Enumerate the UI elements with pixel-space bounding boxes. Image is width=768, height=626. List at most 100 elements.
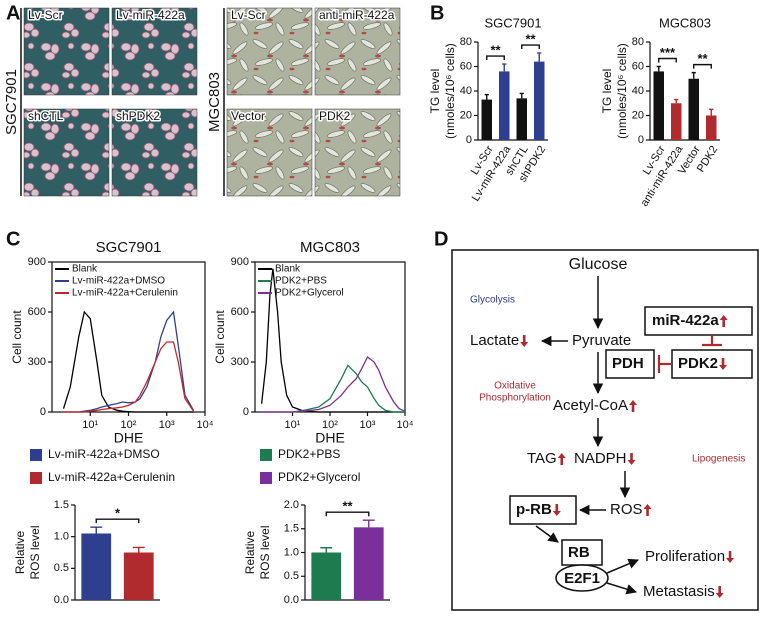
y-axis-label: TG level <box>600 69 614 114</box>
y-tick-label: 40 <box>632 85 644 97</box>
down-arrow-icon <box>552 504 561 516</box>
error-bar <box>90 526 103 534</box>
node-box <box>509 495 577 525</box>
error-bar <box>320 547 333 553</box>
bar <box>499 71 510 140</box>
arrow <box>535 525 559 543</box>
y-axis-label: Relative <box>13 531 27 575</box>
y-tick-label: 900 <box>231 256 249 268</box>
y-tick-label: 0 <box>466 134 472 146</box>
y-axis-label: Relative <box>243 531 257 575</box>
y-tick-label: 20 <box>460 109 472 121</box>
micrograph <box>23 108 110 197</box>
node-label: p-RB <box>516 501 552 518</box>
diagram-frame <box>451 249 759 611</box>
y-tick-label: 600 <box>28 306 46 318</box>
significance-bracket <box>486 55 505 61</box>
chart-title: MGC803 <box>300 239 360 256</box>
pathway-diagram: Glucose Glycolysis Lactate Pyruvate miR-422a… <box>451 249 759 611</box>
bar <box>353 527 384 600</box>
node-box <box>605 349 655 379</box>
y-axis-label: Cell count <box>10 310 24 364</box>
y-tick-label: 1.5 <box>284 523 299 535</box>
x-axis-label: DHE <box>114 430 144 446</box>
y-tick-label: 300 <box>231 356 249 368</box>
error-bar <box>132 546 145 553</box>
panel-letter: A <box>6 2 20 24</box>
y-tick-label: 80 <box>632 36 644 48</box>
bar <box>311 552 342 600</box>
micrograph <box>111 108 198 197</box>
y-tick-label: 0 <box>40 406 46 418</box>
up-arrow-icon <box>557 453 566 465</box>
y-tick-label: 0 <box>638 134 644 146</box>
micrograph-label: PDK2 <box>319 109 351 123</box>
up-arrow-icon <box>719 315 728 327</box>
y-tick-label: 900 <box>28 256 46 268</box>
legend-label: Lv-miR-422a+DMSO <box>72 276 165 287</box>
error-bar <box>656 65 661 72</box>
chart-title: SGC7901 <box>484 15 541 30</box>
node-label: TAG <box>527 450 557 467</box>
significance-bracket <box>693 63 712 69</box>
bar <box>534 61 545 140</box>
bar <box>653 71 664 140</box>
error-bar <box>537 52 542 62</box>
node-label: Proliferation <box>645 548 725 565</box>
y-tick-label: 0.5 <box>284 570 299 582</box>
histogram-line <box>260 268 405 413</box>
significance-bracket <box>325 511 370 517</box>
bar <box>688 78 699 140</box>
y-tick-label: 0.5 <box>54 562 69 574</box>
legend-label: Lv-miR-422a+Cerulenin <box>72 288 178 299</box>
bar <box>481 99 492 140</box>
micrograph <box>226 108 313 197</box>
y-tick-label: 300 <box>28 356 46 368</box>
significance-label: ** <box>525 31 536 46</box>
y-tick-label: 1.0 <box>54 531 69 543</box>
micrograph-label: shPDK2 <box>116 109 160 123</box>
micrograph <box>226 7 313 96</box>
node-label: Oxidative <box>494 381 536 392</box>
micrograph <box>314 108 401 197</box>
y-tick-label: 600 <box>231 306 249 318</box>
bar <box>671 103 682 140</box>
legend-label: Blank <box>275 264 301 275</box>
x-tick-label: 10⁴ <box>197 419 214 431</box>
micrograph <box>23 7 110 96</box>
micrograph <box>111 7 198 96</box>
node-label: Metastasis <box>643 583 715 600</box>
node-label: PDH <box>612 355 644 372</box>
significance-bracket <box>521 44 540 50</box>
y-tick-label: 80 <box>460 36 472 48</box>
y-axis-label: (nmoles/10⁶ cells) <box>615 43 629 139</box>
node-label: Glucose <box>569 256 628 273</box>
error-bar <box>484 93 489 100</box>
legend-swatch <box>30 472 42 484</box>
micrograph-label: Vector <box>231 109 265 123</box>
legend-swatch <box>30 449 42 461</box>
histogram-line <box>261 356 406 413</box>
significance-label: * <box>115 506 121 521</box>
node-label: NADPH <box>574 450 627 467</box>
significance-label: ** <box>342 499 353 514</box>
up-arrow-icon <box>643 504 652 516</box>
legend-label: PDK2+Glycerol <box>275 288 344 299</box>
cell-line-label: MGC803 <box>206 72 223 132</box>
micrograph-label: Lv-Scr <box>231 8 266 22</box>
x-tick-label: 10¹ <box>285 419 301 431</box>
node-label: Phosphorylation <box>479 393 551 404</box>
y-tick-label: 60 <box>632 60 644 72</box>
significance-bracket <box>95 518 140 524</box>
y-axis-label: Cell count <box>213 310 227 364</box>
down-arrow-icon <box>627 453 636 465</box>
legend-label: PDK2+Glycerol <box>278 470 360 484</box>
node-label: ROS <box>610 501 643 518</box>
micrograph-label: shCTL <box>28 109 64 123</box>
y-tick-label: 20 <box>632 109 644 121</box>
chart-title: MGC803 <box>659 15 711 30</box>
node-label: Acetyl-CoA <box>553 397 628 414</box>
y-tick-label: 1.5 <box>54 499 69 511</box>
